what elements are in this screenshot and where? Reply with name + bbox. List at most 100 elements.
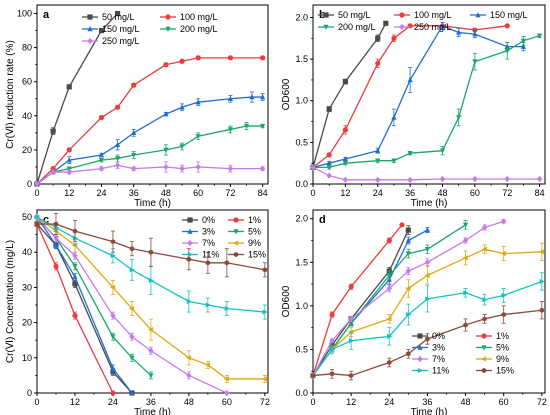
data-point xyxy=(406,311,412,318)
x-tick-label: 72 xyxy=(502,188,512,198)
y-tick-label: 10 xyxy=(22,353,32,363)
series-0 xyxy=(310,20,389,170)
x-axis-label: Time (h) xyxy=(134,407,171,415)
data-point xyxy=(326,172,332,179)
data-point xyxy=(472,31,478,37)
data-point xyxy=(227,127,233,133)
data-point xyxy=(66,157,72,163)
data-point xyxy=(405,227,411,233)
legend-marker xyxy=(399,12,405,18)
legend-marker xyxy=(417,333,423,339)
data-point xyxy=(260,55,266,61)
data-point xyxy=(227,165,233,172)
data-point xyxy=(148,277,154,283)
legend-marker xyxy=(233,229,239,235)
legend-marker xyxy=(475,12,481,18)
legend-label: 250 mg/L xyxy=(414,22,452,32)
y-tick-label: 1.0 xyxy=(295,96,308,106)
y-tick-label: 0.5 xyxy=(295,344,308,354)
data-point xyxy=(329,371,335,377)
data-point xyxy=(129,390,135,396)
data-point xyxy=(110,365,116,371)
x-tick-label: 0 xyxy=(34,397,39,407)
y-tick-label: 20 xyxy=(22,318,32,328)
data-point xyxy=(342,160,348,167)
data-point xyxy=(405,285,411,292)
data-point xyxy=(195,55,201,61)
data-point xyxy=(386,273,392,279)
y-tick-label: 2.0 xyxy=(295,214,308,224)
data-point xyxy=(114,141,121,147)
legend-marker xyxy=(165,14,171,20)
x-tick-label: 72 xyxy=(260,397,270,407)
legend-marker xyxy=(481,356,487,362)
series-5 xyxy=(34,214,268,383)
data-point xyxy=(34,214,40,220)
series-line xyxy=(36,223,114,394)
data-point xyxy=(310,372,316,379)
legend-marker xyxy=(87,26,93,32)
series-line xyxy=(312,24,524,168)
data-point xyxy=(310,164,316,171)
data-point xyxy=(537,33,543,39)
data-point xyxy=(424,272,430,278)
legend-label: 50 mg/L xyxy=(102,12,135,22)
data-point xyxy=(500,250,506,257)
data-point xyxy=(204,362,211,368)
series-line xyxy=(36,96,263,185)
data-point xyxy=(463,322,468,328)
series-line xyxy=(37,223,265,271)
legend-marker xyxy=(417,344,423,350)
data-point xyxy=(223,376,230,382)
y-axis-label: OD600 xyxy=(281,78,292,110)
y-tick-label: 2.0 xyxy=(295,12,308,22)
data-point xyxy=(131,82,137,88)
y-tick-label: 0.0 xyxy=(295,179,308,189)
data-point xyxy=(342,127,348,133)
data-point xyxy=(329,311,335,318)
data-point xyxy=(131,129,137,136)
plot-frame xyxy=(312,209,546,394)
legend-label: 0% xyxy=(202,215,215,225)
data-point xyxy=(504,48,510,54)
data-point xyxy=(405,237,411,243)
legend-marker xyxy=(323,24,329,30)
data-point xyxy=(424,227,431,233)
data-point xyxy=(110,390,116,396)
data-point xyxy=(375,147,381,153)
x-tick-label: 60 xyxy=(193,188,203,198)
y-tick-label: 1.5 xyxy=(295,257,308,267)
data-point xyxy=(98,27,105,34)
data-point xyxy=(504,175,510,183)
data-point xyxy=(148,373,154,379)
legend-label: 5% xyxy=(496,343,509,353)
data-point xyxy=(348,321,354,327)
data-point xyxy=(147,327,154,333)
data-point xyxy=(186,372,192,379)
data-point xyxy=(501,292,507,298)
y-tick-label: 0.0 xyxy=(295,388,308,398)
data-point xyxy=(224,260,230,266)
x-tick-label: 12 xyxy=(64,188,74,198)
data-point xyxy=(406,351,411,357)
plot-frame xyxy=(312,4,546,185)
series-2 xyxy=(34,214,135,396)
data-point xyxy=(205,302,211,308)
data-point xyxy=(482,316,487,322)
data-point xyxy=(407,150,413,157)
data-point xyxy=(148,347,154,354)
data-point xyxy=(66,84,72,90)
x-tick-label: 36 xyxy=(422,397,432,407)
data-point xyxy=(407,176,413,184)
data-point xyxy=(186,298,192,305)
data-point xyxy=(53,263,59,269)
data-point xyxy=(53,242,59,248)
data-point xyxy=(72,281,78,287)
data-point xyxy=(224,389,230,397)
legend: 0% 1% 3% 5% 7% 9% 11% 15% xyxy=(182,215,266,260)
data-point xyxy=(537,175,543,183)
x-tick-label: 12 xyxy=(340,188,350,198)
legend: 50 mg/L 100 mg/L 150 mg/L 200 mg/L 250 mg/L xyxy=(318,10,528,32)
data-point xyxy=(114,156,121,162)
y-tick-label: 1.0 xyxy=(295,301,308,311)
